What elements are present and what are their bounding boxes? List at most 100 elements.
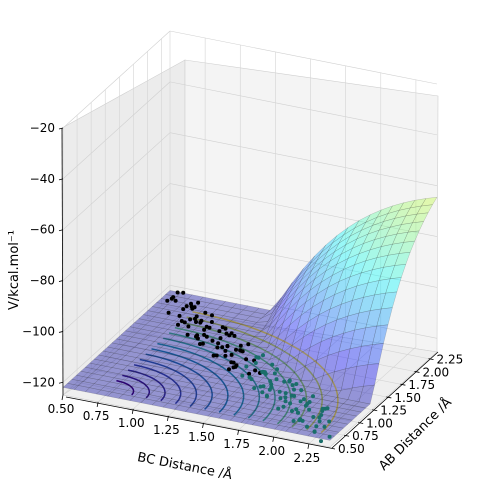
surface-cell <box>93 354 111 362</box>
surface-cell <box>104 356 122 364</box>
trajectory-point <box>290 383 295 388</box>
pane-gridline <box>273 72 382 438</box>
surface-cell <box>398 200 416 211</box>
surface-cell <box>145 320 162 328</box>
surface-cell <box>320 319 338 342</box>
surface-cell <box>171 394 189 402</box>
surface-cell <box>162 353 180 361</box>
surface-cell <box>164 363 182 371</box>
surface-cell <box>403 230 420 243</box>
ab-axis-ticks: 0.500.751.001.251.501.752.002.25 <box>329 353 463 456</box>
surface-cell <box>211 309 229 316</box>
surface-cell <box>256 416 273 424</box>
surface-cell <box>98 350 115 358</box>
surface-cell <box>182 372 200 380</box>
surface-cell <box>381 291 398 310</box>
surface-cell <box>372 324 389 345</box>
surface-cell <box>100 385 117 393</box>
trajectory-point <box>288 401 293 406</box>
surface-cell <box>363 280 380 298</box>
surface-cell <box>149 390 166 398</box>
surface-cell <box>242 379 260 387</box>
trajectory-point <box>204 334 209 339</box>
surface-cell <box>349 405 367 413</box>
surface-cell <box>276 410 293 418</box>
z-tick-label: −60 <box>30 223 55 237</box>
surface-cell <box>89 383 106 391</box>
surface-cell <box>205 376 222 384</box>
surface-cell <box>187 368 204 376</box>
z-tick-mark <box>58 331 64 333</box>
surface-cell <box>262 398 280 405</box>
surface-cell <box>343 220 360 236</box>
surface-cell <box>316 336 333 361</box>
surface-cell <box>158 357 175 365</box>
surface-cell <box>89 358 106 366</box>
surface-cell <box>115 383 133 391</box>
surface-cell <box>383 253 400 268</box>
surface-cell <box>345 229 362 246</box>
trajectory-point <box>260 370 265 374</box>
surface-cell <box>338 264 355 282</box>
surface-cell <box>151 376 169 383</box>
trajectory-point <box>319 439 323 444</box>
surface-cell <box>253 406 271 414</box>
surface-cell <box>149 341 166 348</box>
surface-cell <box>218 413 235 421</box>
surface-cell <box>352 364 369 389</box>
surface-cell <box>272 289 289 314</box>
pane-gridline <box>169 284 438 339</box>
surface-cell <box>394 251 411 266</box>
surface-cell <box>307 299 324 322</box>
surface-cell <box>205 302 222 310</box>
surface-cell <box>269 301 286 326</box>
pane-gridline <box>90 102 359 423</box>
bc-tick-label: 1.25 <box>153 423 180 437</box>
surface-cell <box>358 239 376 255</box>
pane-gridline <box>104 89 373 411</box>
surface-cell <box>147 380 164 387</box>
trajectory-point <box>238 343 243 348</box>
ab-tick-mark <box>428 358 434 361</box>
surface-cell <box>343 312 360 334</box>
surface-cell <box>338 403 355 411</box>
bc-tick-label: 1.50 <box>188 430 215 444</box>
surface-cell <box>162 378 180 386</box>
surface-cell <box>256 312 273 323</box>
surface-cell <box>67 379 84 386</box>
bc-axis-ticks: 0.50 0.75 1.00 1.25 1.50 1.75 2.00 2.25 <box>48 394 320 465</box>
surface-cell <box>151 326 169 334</box>
surface-cell <box>176 292 193 300</box>
surface-cell <box>120 330 137 338</box>
surface-cell <box>171 370 189 377</box>
surface-cell <box>87 373 104 380</box>
surface-cell <box>236 397 253 405</box>
trajectory-point <box>223 353 228 358</box>
surface-cell <box>133 318 151 326</box>
trajectory-point <box>196 300 201 305</box>
surface-cell <box>129 371 146 379</box>
surface-cell <box>360 216 378 231</box>
surface-cell <box>352 282 369 301</box>
trajectory-point <box>181 307 186 312</box>
trajectory-point <box>291 419 296 423</box>
trajectory-point <box>223 348 228 353</box>
trajectory-point <box>307 407 312 412</box>
surface-cell <box>164 388 182 396</box>
surface-cell <box>231 303 249 311</box>
surface-cell <box>267 418 284 426</box>
surface-cell <box>109 377 126 385</box>
trajectory-point <box>232 333 237 338</box>
surface-cell <box>273 425 291 432</box>
surface-cell <box>334 348 351 372</box>
surface-cell <box>184 382 202 390</box>
trajectory-point <box>207 325 212 330</box>
surface-cell <box>367 267 384 284</box>
surface-cell <box>258 315 275 333</box>
surface-cell <box>376 243 393 258</box>
surface-cell <box>116 334 133 342</box>
surface-cell <box>127 361 144 369</box>
surface-cell <box>225 370 242 378</box>
ab-tick-mark <box>414 371 420 373</box>
trajectory-point <box>260 390 265 395</box>
